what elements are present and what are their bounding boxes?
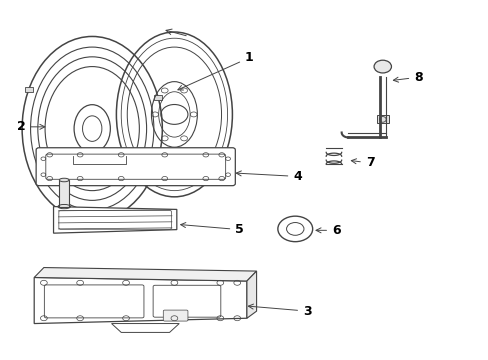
Text: 1: 1 [178,51,253,90]
Text: 4: 4 [236,170,302,183]
Text: 6: 6 [315,224,340,237]
Text: 8: 8 [392,71,422,84]
Bar [59,180,69,207]
Bar [25,87,33,92]
Polygon shape [34,278,246,324]
Bar [154,95,162,100]
Text: 7: 7 [350,157,374,170]
Polygon shape [53,207,177,233]
Polygon shape [34,267,256,281]
Text: 3: 3 [248,304,311,318]
Text: 5: 5 [180,222,244,236]
Bar [106,215,114,220]
Polygon shape [111,324,179,332]
Polygon shape [246,271,256,318]
Circle shape [373,60,391,73]
FancyBboxPatch shape [163,310,187,321]
Text: 2: 2 [17,120,45,133]
FancyBboxPatch shape [36,148,235,186]
Ellipse shape [59,178,69,182]
Bar [376,116,388,123]
